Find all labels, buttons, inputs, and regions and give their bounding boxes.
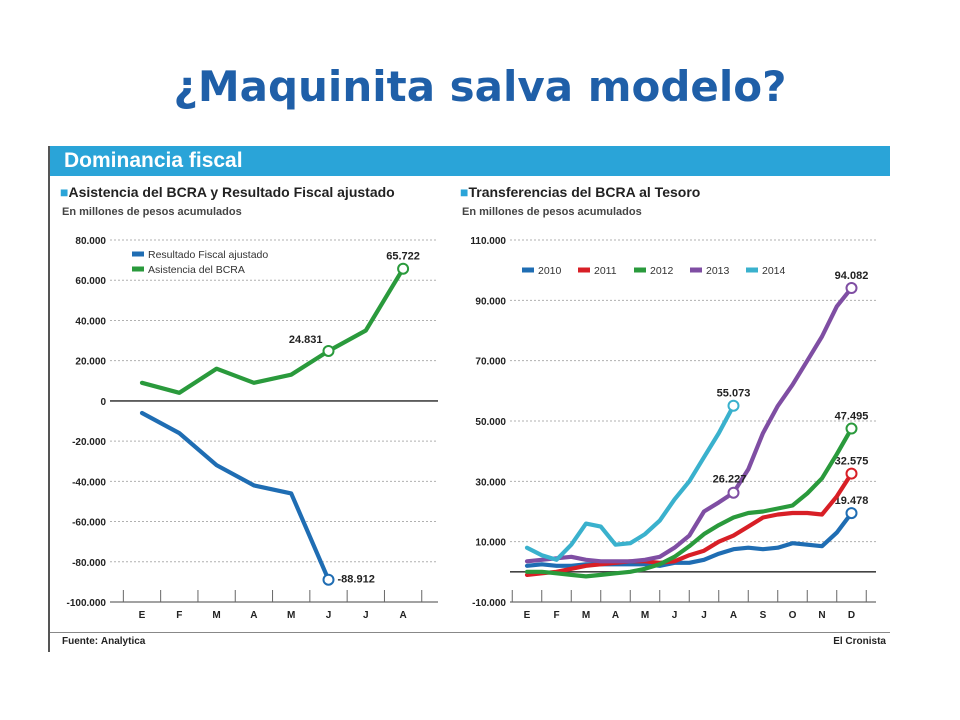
y-tick-label: 30.000 xyxy=(475,477,506,488)
data-label: 65.722 xyxy=(386,251,420,263)
left-panel-title: ■Asistencia del BCRA y Resultado Fiscal … xyxy=(60,184,395,200)
x-tick-label: E xyxy=(524,610,531,621)
y-tick-label: 60.000 xyxy=(75,276,106,287)
left-panel-subtitle: En millones de pesos acumulados xyxy=(62,206,242,218)
y-tick-label: 40.000 xyxy=(75,316,106,327)
figure-left-rule xyxy=(48,146,50,652)
x-tick-label: J xyxy=(363,610,369,621)
y-tick-label: 0 xyxy=(100,397,106,408)
data-label: 32.575 xyxy=(835,456,869,468)
charts-svg: 80.000 60.000 40.000 20.000 0 -20.000 -40.000 -… xyxy=(67,236,876,621)
right-panel-subtitle: En millones de pesos acumulados xyxy=(462,206,642,218)
footer-rule xyxy=(50,632,890,633)
y-tick-label: 50.000 xyxy=(475,417,506,428)
x-tick-label: A xyxy=(730,610,737,621)
x-tick-label: S xyxy=(760,610,767,621)
x-tick-label: M xyxy=(641,610,649,621)
y-tick-label: 110.000 xyxy=(470,236,506,247)
source-label: Fuente: xyxy=(62,636,99,647)
left-title-bullet-icon: ■ xyxy=(60,184,69,200)
y-tick-label: 20.000 xyxy=(75,357,106,368)
x-tick-label: E xyxy=(139,610,146,621)
y-tick-label: 80.000 xyxy=(75,236,106,247)
x-tick-label: M xyxy=(212,610,220,621)
right-title-bullet-icon: ■ xyxy=(460,184,469,200)
x-tick-label: N xyxy=(818,610,825,621)
y-tick-label: -60.000 xyxy=(72,518,106,529)
x-tick-label: F xyxy=(176,610,182,621)
y-tick-label: 70.000 xyxy=(475,357,506,368)
y-tick-label: -20.000 xyxy=(72,437,106,448)
y-tick-label: -40.000 xyxy=(72,477,106,488)
series-line-2011 xyxy=(524,471,854,577)
x-tick-label: J xyxy=(672,610,678,621)
right-panel-title: ■Transferencias del BCRA al Tesoro xyxy=(460,184,700,200)
data-label: 55.073 xyxy=(717,388,751,400)
x-tick-label: J xyxy=(701,610,707,621)
legend-label: 2013 xyxy=(706,265,730,277)
y-tick-label: -80.000 xyxy=(72,558,106,569)
legend-label: 2014 xyxy=(762,265,786,277)
series-line-2014 xyxy=(524,403,736,562)
y-tick-label: 90.000 xyxy=(475,296,506,307)
series-line-asistencia-del-bcra xyxy=(139,266,406,395)
legend-label: Asistencia del BCRA xyxy=(148,264,245,276)
data-point-marker xyxy=(845,467,858,480)
data-label: 94.082 xyxy=(835,270,869,282)
y-tick-label: -100.000 xyxy=(67,598,107,609)
data-label: 26.227 xyxy=(713,474,747,486)
data-point-marker xyxy=(322,344,335,357)
legend-label: 2012 xyxy=(650,265,674,277)
series-line-2013 xyxy=(524,285,854,564)
source-note: Fuente: Analytica xyxy=(62,636,145,647)
brand-label: El Cronista xyxy=(833,636,886,647)
left-panel-title-text: Asistencia del BCRA y Resultado Fiscal a… xyxy=(68,184,395,200)
data-label: -88.912 xyxy=(338,574,375,586)
data-point-marker xyxy=(727,486,740,499)
legend-label: Resultado Fiscal ajustado xyxy=(148,249,268,261)
x-tick-label: M xyxy=(287,610,295,621)
x-tick-label: D xyxy=(848,610,855,621)
data-point-marker xyxy=(397,262,410,275)
data-point-marker xyxy=(845,422,858,435)
x-tick-label: A xyxy=(399,610,406,621)
data-label: 19.478 xyxy=(835,495,869,507)
slide-title: ¿Maquinita salva modelo? xyxy=(173,62,787,111)
x-tick-label: A xyxy=(612,610,619,621)
data-point-marker xyxy=(322,573,335,586)
x-tick-label: M xyxy=(582,610,590,621)
x-tick-label: O xyxy=(789,610,797,621)
y-tick-label: 10.000 xyxy=(475,538,506,549)
x-tick-label: A xyxy=(250,610,257,621)
legend-label: 2010 xyxy=(538,265,562,277)
figure-header-bar: Dominancia fiscal xyxy=(50,146,890,176)
series-line-2012 xyxy=(524,426,854,579)
data-label: 24.831 xyxy=(289,334,323,346)
right-panel-title-text: Transferencias del BCRA al Tesoro xyxy=(468,184,701,200)
data-label: 47.495 xyxy=(835,411,869,423)
source-value: Analytica xyxy=(100,636,146,647)
series-line-resultado-fiscal-ajustado xyxy=(139,410,331,582)
chart-figure: Dominancia fiscal ■Asistencia del BCRA y… xyxy=(48,146,890,652)
data-point-marker xyxy=(727,399,740,412)
x-tick-label: F xyxy=(553,610,559,621)
legend-label: 2011 xyxy=(594,265,617,277)
data-point-marker xyxy=(845,282,858,295)
data-point-marker xyxy=(845,507,858,520)
x-tick-label: J xyxy=(326,610,332,621)
y-tick-label: -10.000 xyxy=(472,598,506,609)
figure-title: Dominancia fiscal xyxy=(64,149,243,172)
